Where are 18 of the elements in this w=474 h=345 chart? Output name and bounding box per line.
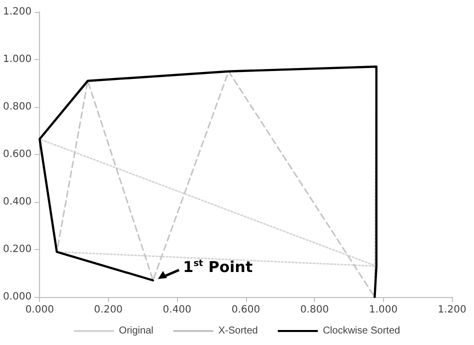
legend-label: Clockwise Sorted [322,326,400,336]
x-tick-label: 0.800 [300,304,329,316]
y-tick-label: 0.800 [2,102,32,112]
legend-label: X-Sorted [218,326,258,336]
x-tick-label: 0.400 [162,304,192,316]
x-tick-label: 0.000 [25,304,54,316]
x-tick-label: 1.200 [438,304,466,316]
annotation: 1$^{st}$ Point [183,258,253,276]
y-tick-label: 0.200 [2,244,32,255]
y-tick-label: 1.200 [2,6,32,18]
y-tick-label: 0.600 [2,149,32,160]
x-tick-label: 0.200 [94,304,123,316]
y-tick-label: 0.400 [2,196,32,208]
legend-label: Original [118,326,154,336]
y-tick-label: 0.000 [2,292,32,302]
x-tick-label: 1.000 [368,304,398,316]
x-tick-label: 0.600 [231,304,260,316]
y-tick-label: 1.000 [2,54,32,65]
